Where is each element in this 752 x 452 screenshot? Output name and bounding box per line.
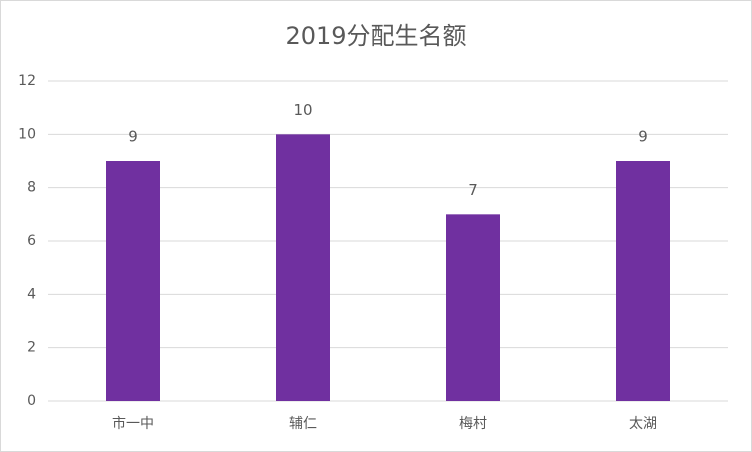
- bar: [276, 134, 330, 402]
- bar: [616, 161, 670, 401]
- y-tick-label: 12: [18, 73, 36, 89]
- bar: [446, 214, 500, 401]
- y-tick-label: 0: [27, 393, 36, 409]
- y-tick-label: 8: [27, 180, 36, 196]
- data-label: 10: [293, 101, 312, 119]
- y-tick-label: 2: [27, 340, 36, 356]
- bar: [106, 161, 160, 401]
- x-tick-label: 梅村: [459, 416, 487, 432]
- data-label: 9: [128, 128, 138, 146]
- data-label: 9: [638, 128, 648, 146]
- x-tick-label: 太湖: [629, 416, 657, 432]
- y-tick-label: 10: [18, 126, 36, 142]
- y-tick-label: 6: [27, 233, 36, 249]
- x-tick-label: 辅仁: [289, 416, 317, 432]
- y-tick-label: 4: [27, 286, 36, 302]
- data-label: 7: [468, 181, 478, 199]
- chart-title: 2019分配生名额: [285, 22, 466, 50]
- x-tick-label: 市一中: [112, 415, 154, 432]
